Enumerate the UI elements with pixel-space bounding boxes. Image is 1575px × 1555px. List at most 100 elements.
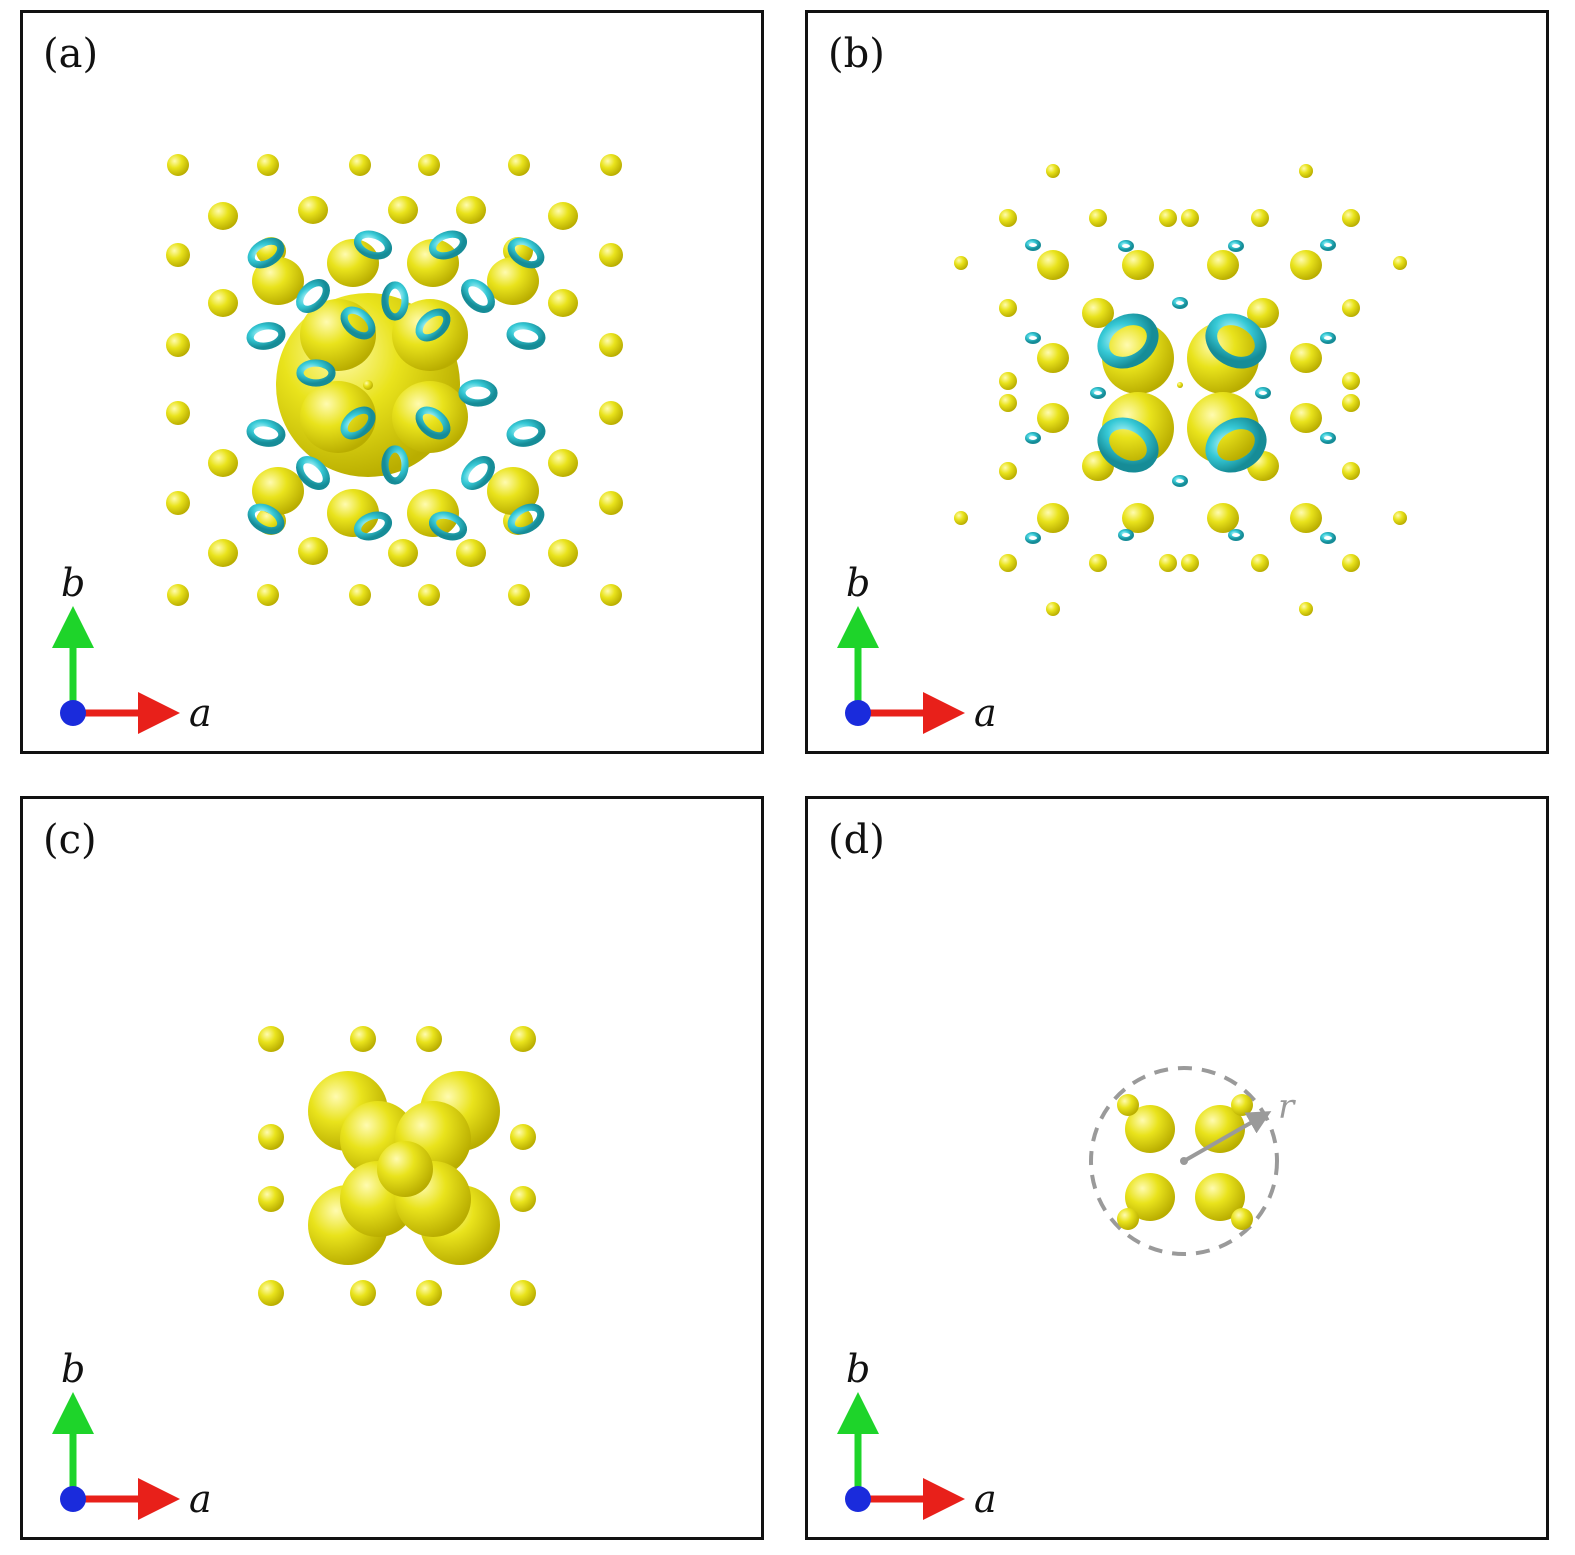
- isosurface-scene-c: [258, 1026, 536, 1306]
- positive-isosurface-lobe: [1290, 403, 1322, 433]
- positive-isosurface-lobe: [349, 584, 371, 606]
- positive-isosurface-lobe: [599, 333, 623, 357]
- negative-isosurface-ring: [1320, 239, 1336, 251]
- positive-isosurface-lobe: [166, 243, 190, 267]
- positive-isosurface-lobe: [1159, 209, 1177, 227]
- negative-isosurface-ring: [296, 279, 330, 313]
- positive-isosurface-lobe: [1342, 299, 1360, 317]
- positive-isosurface-lobe: [1299, 164, 1313, 178]
- positive-isosurface-lobe: [1037, 343, 1069, 373]
- positive-isosurface-lobe: [1195, 1173, 1245, 1221]
- positive-isosurface-lobe: [1159, 554, 1177, 572]
- positive-isosurface-lobe: [1342, 209, 1360, 227]
- negative-isosurface-ring: [1025, 532, 1041, 544]
- negative-isosurface-ring: [507, 503, 545, 535]
- positive-isosurface-lobe: [1207, 503, 1239, 533]
- positive-isosurface-lobe: [388, 196, 418, 224]
- central-negative-ring: [1205, 417, 1267, 473]
- positive-isosurface-lobe: [999, 554, 1017, 572]
- positive-isosurface-lobe: [252, 257, 304, 305]
- positive-isosurface-lobe: [456, 196, 486, 224]
- central-negative-ring: [1097, 313, 1159, 369]
- negative-isosurface-ring: [246, 322, 286, 350]
- panel-label-a: (a): [43, 31, 99, 77]
- positive-isosurface-lobe: [416, 1026, 442, 1052]
- negative-isosurface-ring: [1025, 432, 1041, 444]
- isosurface-scene-d: [1089, 1066, 1279, 1256]
- positive-isosurface-lobe: [999, 299, 1017, 317]
- axis-label-b: b: [61, 561, 86, 605]
- positive-isosurface-lobe: [166, 333, 190, 357]
- positive-isosurface-lobe: [487, 257, 539, 305]
- central-positive-lobe: [300, 299, 376, 371]
- positive-isosurface-lobe: [599, 243, 623, 267]
- axis-label-b: b: [846, 1347, 871, 1391]
- positive-isosurface-lobe: [1393, 256, 1407, 270]
- positive-isosurface-lobe: [1251, 209, 1269, 227]
- positive-isosurface-lobe: [1290, 503, 1322, 533]
- negative-isosurface-ring: [415, 308, 451, 342]
- negative-isosurface-ring: [1172, 475, 1188, 487]
- positive-isosurface-lobe: [1089, 209, 1107, 227]
- positive-isosurface-lobe: [1342, 462, 1360, 480]
- axis-label-b: b: [846, 561, 871, 605]
- positive-isosurface-lobe: [1117, 1094, 1139, 1116]
- negative-isosurface-ring: [353, 511, 393, 541]
- positive-isosurface-lobe: [257, 584, 279, 606]
- positive-isosurface-lobe: [167, 154, 189, 176]
- positive-isosurface-lobe: [298, 537, 328, 565]
- negative-isosurface-ring: [296, 359, 336, 387]
- negative-isosurface-ring: [507, 237, 545, 269]
- positive-isosurface-lobe: [600, 584, 622, 606]
- positive-isosurface-lobe: [954, 256, 968, 270]
- positive-isosurface-lobe: [208, 539, 238, 567]
- positive-isosurface-lobe: [350, 1026, 376, 1052]
- positive-isosurface-lobe: [1290, 343, 1322, 373]
- positive-isosurface-lobe: [1037, 503, 1069, 533]
- positive-isosurface-lobe: [166, 491, 190, 515]
- positive-isosurface-lobe: [1046, 602, 1060, 616]
- panel-d: (d) b a r: [805, 796, 1549, 1540]
- positive-isosurface-lobe: [349, 154, 371, 176]
- positive-isosurface-lobe: [1125, 1173, 1175, 1221]
- positive-isosurface-lobe: [999, 394, 1017, 412]
- positive-isosurface-lobe: [418, 154, 440, 176]
- negative-isosurface-ring: [381, 445, 409, 485]
- negative-isosurface-ring: [428, 511, 468, 541]
- axis-label-a: a: [189, 691, 212, 735]
- positive-isosurface-lobe: [258, 1280, 284, 1306]
- positive-isosurface-lobe: [1393, 511, 1407, 525]
- negative-isosurface-ring: [1118, 240, 1134, 252]
- negative-isosurface-ring: [1228, 529, 1244, 541]
- positive-isosurface-lobe: [258, 1026, 284, 1052]
- panel-label-d: (d): [828, 817, 885, 863]
- panel-b: (b) b a: [805, 10, 1549, 754]
- positive-isosurface-lobe: [258, 1124, 284, 1150]
- positive-isosurface-lobe: [327, 489, 379, 537]
- positive-isosurface-lobe: [510, 1186, 536, 1212]
- positive-isosurface-lobe: [1037, 250, 1069, 280]
- negative-isosurface-ring: [415, 406, 451, 440]
- negative-isosurface-ring: [247, 237, 285, 269]
- positive-isosurface-lobe: [954, 511, 968, 525]
- panel-c: (c) b a: [20, 796, 764, 1540]
- positive-isosurface-lobe: [510, 1124, 536, 1150]
- central-positive-lobe: [392, 381, 468, 453]
- positive-isosurface-lobe: [599, 401, 623, 425]
- positive-isosurface-lobe: [1207, 250, 1239, 280]
- center-marker: [363, 380, 373, 390]
- negative-isosurface-ring: [461, 279, 495, 313]
- radius-arrow-icon: [1183, 1111, 1272, 1163]
- positive-isosurface-lobe: [1231, 1094, 1253, 1116]
- negative-isosurface-ring: [246, 419, 286, 447]
- positive-isosurface-lobe: [1299, 602, 1313, 616]
- negative-isosurface-ring: [1320, 332, 1336, 344]
- isosurface-scene-b: [954, 164, 1407, 616]
- negative-isosurface-ring: [1025, 239, 1041, 251]
- positive-isosurface-lobe: [599, 491, 623, 515]
- positive-isosurface-lobe: [999, 462, 1017, 480]
- panel-label-c: (c): [43, 817, 97, 863]
- axis-triad-icon: [837, 1392, 965, 1520]
- panel-label-b: (b): [828, 31, 885, 77]
- positive-isosurface-lobe: [418, 584, 440, 606]
